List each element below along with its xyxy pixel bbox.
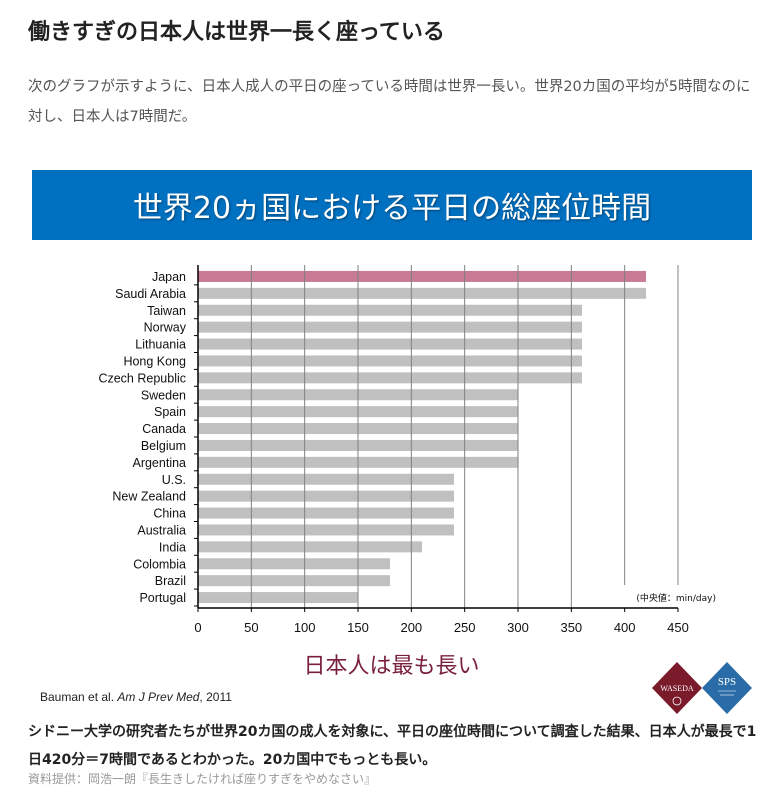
bar-saudi-arabia (198, 287, 646, 299)
bar-brazil (198, 575, 390, 587)
category-label: Colombia (133, 557, 186, 571)
bar-chart: Japan Saudi Arabia Taiwan Norway Lithuania Ho… (98, 265, 716, 635)
x-tick-label: 100 (294, 620, 316, 635)
citation-journal: Am J Prev Med (117, 690, 200, 704)
waseda-logo: WASEDA (652, 662, 702, 714)
category-label: Lithuania (135, 338, 186, 352)
highlight-caption: 日本人は最も長い (303, 654, 480, 679)
unit-note: (中央値：min/day) (636, 592, 716, 604)
bar-india (198, 541, 422, 553)
svg-text:SPS: SPS (718, 676, 736, 688)
svg-text:WASEDA: WASEDA (660, 684, 694, 693)
category-label: Belgium (141, 439, 186, 453)
category-label: China (153, 507, 186, 521)
x-tick-label: 400 (614, 620, 636, 635)
bar-norway (198, 321, 582, 333)
x-tick-label: 450 (667, 620, 689, 635)
category-label: Taiwan (147, 304, 186, 318)
chart-banner-title: 世界20ヵ国における平日の総座位時間 (32, 170, 752, 240)
category-label: Sweden (141, 388, 186, 402)
category-label: Spain (154, 405, 186, 419)
x-tick-label: 250 (454, 620, 476, 635)
citation: Bauman et al. Am J Prev Med, 2011 (40, 690, 232, 704)
summary-paragraph: シドニー大学の研究者たちが世界20カ国の成人を対象に、平日の座位時間について調査… (28, 724, 757, 768)
x-tick-label: 150 (347, 620, 369, 635)
sps-logo: SPS (702, 662, 752, 714)
intro-paragraph: 次のグラフが示すように、日本人成人の平日の座っている時間は世界一長い。世界20カ… (28, 79, 751, 125)
category-label: India (159, 540, 186, 554)
bar-portugal (198, 592, 358, 604)
category-label: Australia (137, 523, 186, 537)
category-label: Brazil (155, 574, 186, 588)
source-credit: 資料提供：岡浩一朗『長生きしたければ座りすぎをやめなさい』 (28, 772, 377, 786)
university-logos: WASEDA SPS (652, 662, 752, 714)
category-label: Japan (152, 270, 186, 284)
citation-authors: Bauman et al. (40, 690, 118, 704)
bar-czech-republic (198, 372, 582, 384)
category-label: Saudi Arabia (115, 287, 186, 301)
bar-hong-kong (198, 355, 582, 367)
bar-australia (198, 524, 454, 536)
category-label: Canada (142, 422, 186, 436)
category-label: Czech Republic (98, 371, 186, 385)
x-tick-label: 0 (194, 620, 201, 635)
category-label: Norway (144, 321, 187, 335)
bar-lithuania (198, 338, 582, 350)
x-tick-label: 200 (400, 620, 422, 635)
bar-colombia (198, 558, 390, 570)
category-label: Hong Kong (123, 354, 186, 368)
bar-china (198, 507, 454, 519)
x-tick-label: 300 (507, 620, 529, 635)
bar-japan (198, 270, 646, 282)
citation-year: , 2011 (199, 690, 232, 704)
category-label: New Zealand (112, 490, 186, 504)
bar-u-s- (198, 473, 454, 485)
x-tick-label: 50 (244, 620, 258, 635)
bar-new-zealand (198, 490, 454, 502)
category-label: Portugal (139, 591, 186, 605)
category-label: U.S. (162, 473, 186, 487)
article-title: 働きすぎの日本人は世界一長く座っている (28, 20, 445, 45)
category-label: Argentina (132, 456, 186, 470)
bar-taiwan (198, 304, 582, 316)
x-tick-label: 350 (560, 620, 582, 635)
